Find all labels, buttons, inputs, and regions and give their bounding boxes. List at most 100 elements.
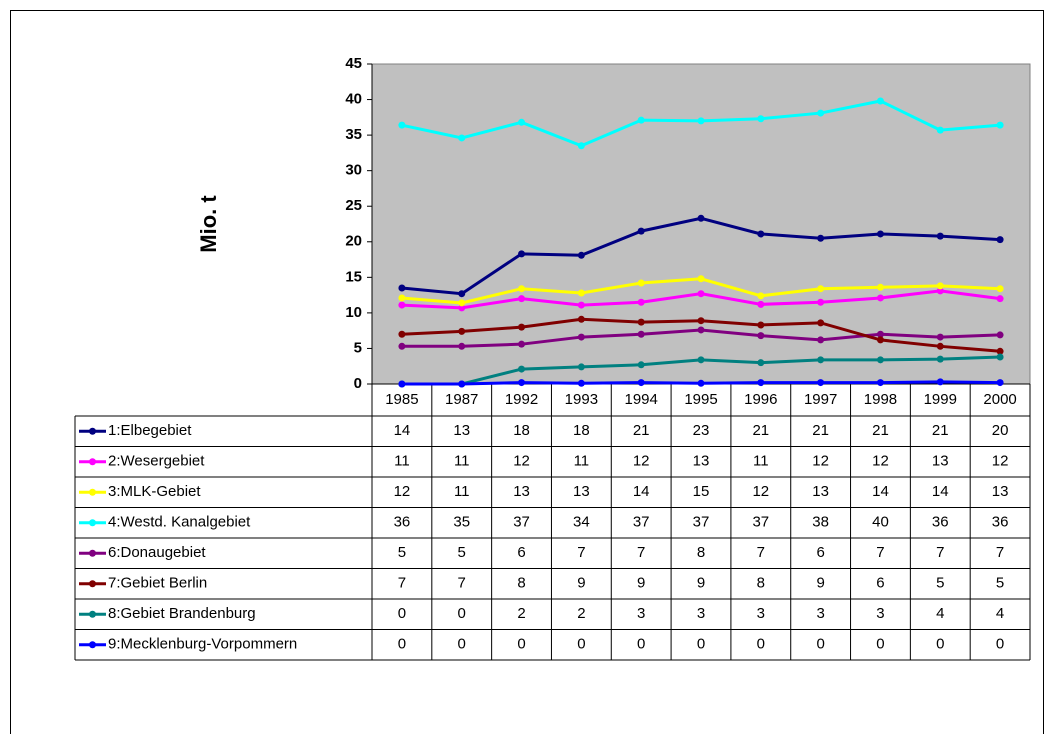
series-marker — [817, 298, 825, 306]
table-value: 0 — [637, 636, 645, 653]
series-marker — [637, 116, 645, 124]
table-value: 13 — [812, 483, 829, 500]
table-value: 6 — [816, 544, 824, 561]
series-marker — [398, 330, 406, 338]
series-marker — [936, 287, 944, 295]
table-value: 12 — [812, 453, 829, 470]
series-marker — [577, 379, 585, 387]
series-marker — [996, 379, 1004, 387]
x-tick-label: 1992 — [505, 391, 538, 408]
series-marker — [577, 301, 585, 309]
table-value: 7 — [398, 575, 406, 592]
table-value: 7 — [876, 544, 884, 561]
series-marker — [697, 326, 705, 334]
series-marker — [936, 232, 944, 240]
series-marker — [398, 342, 406, 350]
series-marker — [637, 361, 645, 369]
series-marker — [936, 355, 944, 363]
table-value: 9 — [816, 575, 824, 592]
series-marker — [637, 318, 645, 326]
table-value: 13 — [992, 483, 1009, 500]
table-value: 0 — [577, 636, 585, 653]
table-value: 11 — [394, 453, 410, 470]
legend-key-marker — [89, 641, 96, 649]
series-marker — [518, 118, 526, 126]
legend-label: 4:Westd. Kanalgebiet — [108, 514, 251, 531]
table-value: 21 — [752, 422, 769, 439]
series-marker — [757, 321, 765, 329]
legend-label: 9:Mecklenburg-Vorpommern — [108, 636, 297, 653]
legend-key-marker — [89, 519, 96, 527]
table-value: 8 — [757, 575, 765, 592]
series-marker — [518, 340, 526, 348]
series-marker — [876, 336, 884, 344]
table-value: 0 — [876, 636, 884, 653]
table-value: 7 — [577, 544, 585, 561]
table-value: 5 — [996, 575, 1004, 592]
series-marker — [876, 230, 884, 238]
table-value: 11 — [454, 453, 470, 470]
series-marker — [577, 289, 585, 297]
series-marker — [757, 379, 765, 387]
table-value: 37 — [633, 514, 650, 531]
series-marker — [757, 292, 765, 300]
table-value: 36 — [992, 514, 1009, 531]
table-value: 21 — [812, 422, 829, 439]
series-marker — [518, 285, 526, 293]
series-marker — [518, 365, 526, 373]
legend-label: 8:Gebiet Brandenburg — [108, 605, 256, 622]
series-marker — [458, 134, 466, 142]
series-marker — [876, 356, 884, 364]
table-value: 2 — [577, 605, 585, 622]
x-tick-label: 1987 — [445, 391, 478, 408]
series-marker — [577, 363, 585, 371]
table-value: 7 — [936, 544, 944, 561]
table-value: 4 — [996, 605, 1004, 622]
table-value: 12 — [872, 453, 889, 470]
legend-key-marker — [89, 610, 96, 618]
series-marker — [398, 121, 406, 129]
legend-key-marker — [89, 427, 96, 435]
series-marker — [996, 353, 1004, 361]
table-value: 37 — [513, 514, 530, 531]
table-value: 12 — [633, 453, 650, 470]
table-value: 36 — [394, 514, 411, 531]
table-value: 20 — [992, 422, 1009, 439]
table-value: 0 — [936, 636, 944, 653]
series-marker — [936, 342, 944, 350]
table-value: 0 — [398, 605, 406, 622]
legend-key-marker — [89, 458, 96, 466]
x-tick-label: 1999 — [924, 391, 957, 408]
table-value: 13 — [693, 453, 710, 470]
series-marker — [996, 295, 1004, 303]
table-value: 37 — [693, 514, 710, 531]
y-tick-label: 45 — [345, 55, 362, 72]
x-tick-label: 2000 — [983, 391, 1016, 408]
y-tick-label: 35 — [345, 126, 362, 143]
series-marker — [876, 283, 884, 291]
table-value: 14 — [932, 483, 949, 500]
series-marker — [996, 236, 1004, 244]
series-marker — [518, 323, 526, 331]
table-value: 14 — [633, 483, 650, 500]
table-value: 37 — [752, 514, 769, 531]
series-marker — [458, 290, 466, 298]
table-value: 5 — [398, 544, 406, 561]
x-tick-label: 1997 — [804, 391, 837, 408]
x-tick-label: 1985 — [385, 391, 418, 408]
table-value: 0 — [458, 636, 466, 653]
table-value: 13 — [513, 483, 530, 500]
series-marker — [817, 356, 825, 364]
table-value: 13 — [932, 453, 949, 470]
table-value: 0 — [816, 636, 824, 653]
table-value: 8 — [697, 544, 705, 561]
table-value: 14 — [394, 422, 411, 439]
series-marker — [577, 251, 585, 259]
table-value: 12 — [394, 483, 411, 500]
table-value: 3 — [697, 605, 705, 622]
table-value: 6 — [517, 544, 525, 561]
table-value: 15 — [693, 483, 710, 500]
y-tick-label: 0 — [354, 375, 362, 392]
table-value: 3 — [637, 605, 645, 622]
table-value: 0 — [996, 636, 1004, 653]
